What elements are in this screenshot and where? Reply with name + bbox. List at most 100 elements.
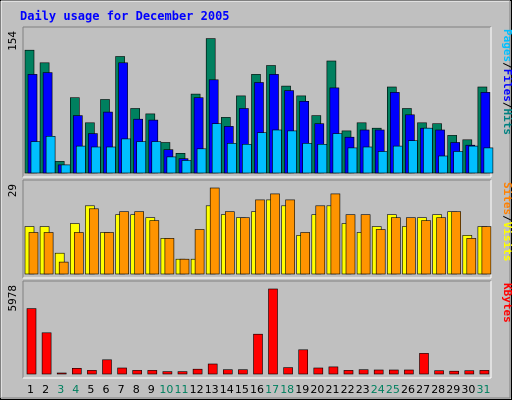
hits-bar-pages-day-13 <box>211 123 222 174</box>
hits-bar-pages-day-14 <box>227 143 237 174</box>
x-tick-label-day-3: 3 <box>57 383 64 396</box>
visits-bar-sites-day-21 <box>330 193 341 275</box>
hits-bar-pages-day-1 <box>30 141 41 174</box>
x-tick-label-day-10: 10 <box>159 383 173 396</box>
x-tick-label-day-6: 6 <box>103 383 110 396</box>
kbytes-max-label: 5978 <box>6 285 19 312</box>
x-tick-label-day-21: 21 <box>326 383 340 396</box>
visits-bar-sites-day-4 <box>74 232 84 275</box>
hits-bar-pages-day-7 <box>121 138 131 174</box>
hits-bar-pages-day-30 <box>468 145 479 174</box>
visits-bar-sites-day-20 <box>315 205 326 275</box>
visits-bar-sites-day-28 <box>436 217 446 275</box>
hits-axis-label-part: / <box>501 62 512 69</box>
kbytes-bar-kbytes-day-22 <box>343 370 354 375</box>
x-tick-label-day-13: 13 <box>205 383 219 396</box>
hits-bar-pages-day-20 <box>317 144 328 174</box>
visits-bar-sites-day-15 <box>240 217 250 275</box>
visits-bar-sites-day-10 <box>164 238 175 275</box>
x-tick-label-day-14: 14 <box>220 383 234 396</box>
hits-bar-pages-day-31 <box>483 147 494 174</box>
visits-bar-sites-day-14 <box>225 211 235 275</box>
kbytes-panel: 5978 KBytes <box>6 280 512 379</box>
kbytes-bar-kbytes-day-28 <box>434 370 444 375</box>
kbytes-axis-label-part: KBytes <box>501 283 512 323</box>
visits-bar-sites-day-13 <box>209 187 220 275</box>
hits-bar-pages-day-8 <box>136 141 146 174</box>
x-tick-label-day-25: 25 <box>386 383 400 396</box>
kbytes-bar-kbytes-day-3 <box>56 372 67 375</box>
hits-bar-pages-day-28 <box>438 155 448 174</box>
x-tick-label-day-9: 9 <box>148 383 155 396</box>
hits-bar-pages-day-16 <box>257 132 267 174</box>
hits-bar-pages-day-5 <box>91 146 101 174</box>
hits-bar-pages-day-21 <box>332 133 343 174</box>
hits-panel: 154 Pages/Files/Hits <box>6 26 512 178</box>
visits-bar-sites-day-24 <box>375 229 386 275</box>
visits-max-label: 29 <box>6 184 19 197</box>
hits-axis-label-part: Pages <box>501 29 512 62</box>
visits-bar-sites-day-17 <box>270 193 280 275</box>
visits-bar-sites-day-7 <box>119 211 129 275</box>
visits-axis-label-part: / <box>501 215 512 222</box>
x-tick-label-day-28: 28 <box>431 383 445 396</box>
hits-bar-pages-day-23 <box>362 146 373 174</box>
x-tick-label-day-20: 20 <box>310 383 324 396</box>
hits-bar-pages-day-29 <box>453 151 464 174</box>
x-tick-label-day-11: 11 <box>175 383 189 396</box>
hits-bar-pages-day-17 <box>272 129 282 174</box>
visits-bar-sites-day-19 <box>300 232 311 275</box>
x-tick-label-day-1: 1 <box>27 383 34 396</box>
visits-bar-sites-day-26 <box>406 217 416 275</box>
visits-bar-sites-day-12 <box>194 229 205 275</box>
hits-bar-pages-day-3 <box>60 164 71 174</box>
kbytes-bar-kbytes-day-7 <box>117 367 127 375</box>
kbytes-bar-kbytes-day-1 <box>26 308 37 375</box>
visits-bar-sites-day-1 <box>28 232 39 275</box>
visits-bar-sites-day-18 <box>285 199 295 275</box>
hits-axis-label-part: / <box>501 102 512 109</box>
hits-max-label: 154 <box>6 31 19 51</box>
x-tick-label-day-30: 30 <box>461 383 475 396</box>
hits-bar-pages-day-19 <box>302 143 313 174</box>
hits-axis-label-part: Hits <box>501 109 512 136</box>
hits-bar-pages-day-18 <box>287 130 297 174</box>
hits-bar-pages-day-22 <box>347 147 358 174</box>
kbytes-bar-kbytes-day-30 <box>464 370 475 375</box>
hits-bar-pages-day-9 <box>151 141 162 174</box>
kbytes-bar-kbytes-day-31 <box>479 370 490 375</box>
visits-bar-sites-day-23 <box>360 214 371 275</box>
x-tick-label-day-16: 16 <box>250 383 264 396</box>
hits-bar-pages-day-2 <box>45 136 56 174</box>
x-tick-label-day-2: 2 <box>42 383 49 396</box>
visits-bar-sites-day-6 <box>104 232 114 275</box>
x-tick-label-day-27: 27 <box>416 383 430 396</box>
kbytes-bar-kbytes-day-2 <box>41 332 52 375</box>
hits-axis-label: Pages/Files/Hits <box>501 29 512 135</box>
visits-panel: 29 Sites/Visits <box>6 179 512 279</box>
kbytes-bar-kbytes-day-13 <box>207 363 218 375</box>
visits-bar-sites-day-30 <box>466 238 477 275</box>
kbytes-bar-kbytes-day-23 <box>358 369 369 375</box>
kbytes-bar-kbytes-day-14 <box>223 369 233 375</box>
kbytes-bar-kbytes-day-5 <box>87 370 97 375</box>
x-tick-label-day-24: 24 <box>371 383 385 396</box>
visits-bar-sites-day-11 <box>179 258 190 275</box>
kbytes-bar-kbytes-day-21 <box>328 366 339 375</box>
x-tick-label-day-5: 5 <box>87 383 94 396</box>
x-tick-label-day-12: 12 <box>190 383 204 396</box>
hits-bar-pages-day-26 <box>408 140 418 174</box>
x-tick-label-day-29: 29 <box>446 383 460 396</box>
hits-bar-pages-day-27 <box>423 127 433 174</box>
x-tick-label-day-8: 8 <box>133 383 140 396</box>
visits-bar-sites-day-2 <box>43 232 54 275</box>
hits-bar-pages-day-24 <box>377 151 388 174</box>
kbytes-bar-kbytes-day-19 <box>298 349 309 375</box>
kbytes-axis-label: KBytes <box>501 283 512 323</box>
x-tick-label-day-23: 23 <box>356 383 370 396</box>
visits-axis-label-part: Sites <box>501 182 512 215</box>
hits-bar-pages-day-15 <box>242 144 252 174</box>
x-tick-label-day-4: 4 <box>72 383 79 396</box>
x-tick-label-day-18: 18 <box>280 383 294 396</box>
kbytes-bar-kbytes-day-18 <box>283 367 293 375</box>
